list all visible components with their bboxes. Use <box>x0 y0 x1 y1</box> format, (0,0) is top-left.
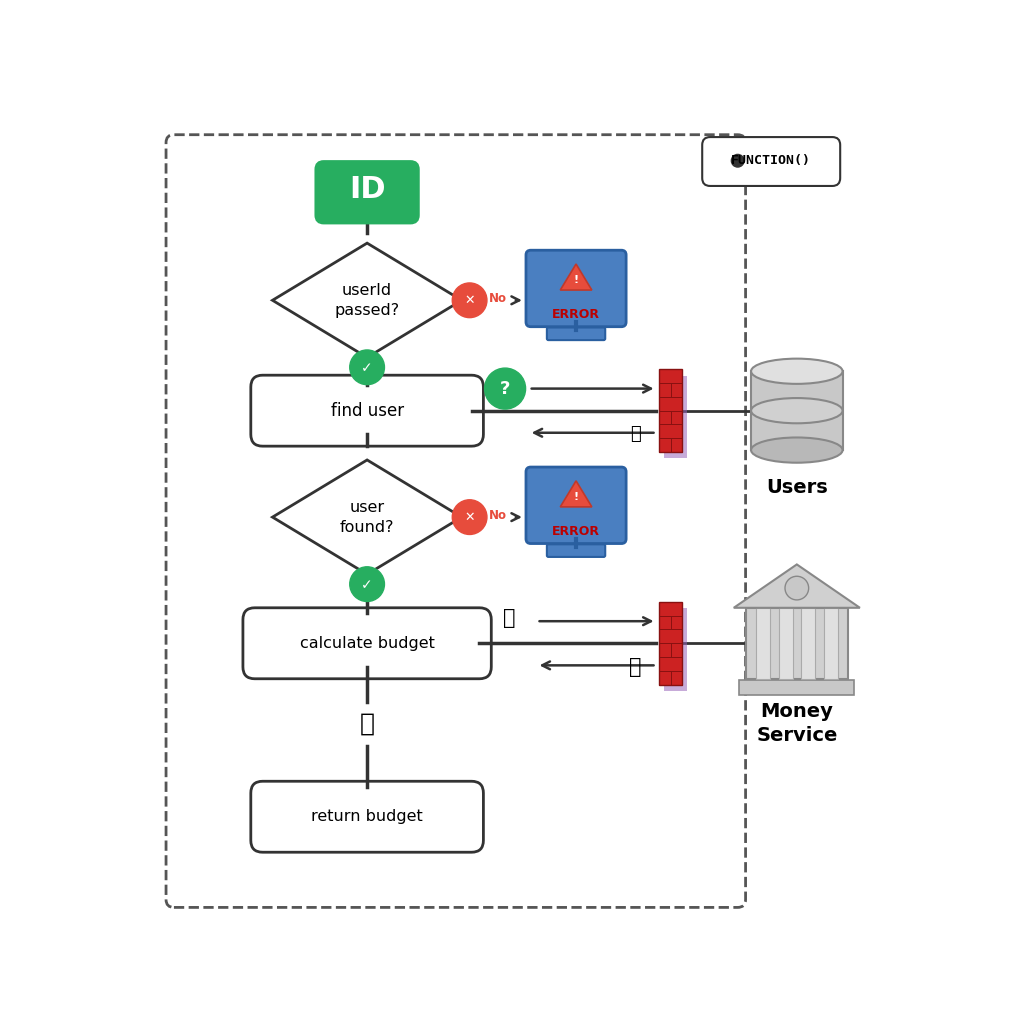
FancyBboxPatch shape <box>251 375 483 446</box>
FancyBboxPatch shape <box>739 680 854 694</box>
Ellipse shape <box>785 577 809 600</box>
FancyBboxPatch shape <box>664 376 687 459</box>
FancyBboxPatch shape <box>745 608 848 679</box>
FancyBboxPatch shape <box>547 328 605 340</box>
FancyBboxPatch shape <box>664 608 687 691</box>
Text: ?: ? <box>500 380 510 397</box>
Text: ✓: ✓ <box>361 578 373 592</box>
FancyBboxPatch shape <box>526 467 626 544</box>
Polygon shape <box>272 243 462 357</box>
Polygon shape <box>560 264 592 290</box>
Text: !: ! <box>573 274 579 285</box>
Circle shape <box>731 155 744 167</box>
FancyBboxPatch shape <box>751 372 843 451</box>
FancyBboxPatch shape <box>658 370 683 452</box>
Polygon shape <box>272 460 462 574</box>
Text: No: No <box>489 292 507 305</box>
Circle shape <box>453 283 487 317</box>
Ellipse shape <box>751 437 843 463</box>
FancyBboxPatch shape <box>547 545 605 557</box>
Text: ERROR: ERROR <box>552 308 600 322</box>
Text: user
found?: user found? <box>340 500 394 535</box>
FancyBboxPatch shape <box>756 608 770 679</box>
FancyBboxPatch shape <box>658 602 683 685</box>
Circle shape <box>484 368 525 410</box>
Text: find user: find user <box>331 401 403 420</box>
FancyBboxPatch shape <box>315 162 419 223</box>
Text: ✕: ✕ <box>464 511 475 523</box>
Text: ERROR: ERROR <box>552 525 600 539</box>
Polygon shape <box>734 564 860 608</box>
Text: No: No <box>489 509 507 522</box>
Text: Users: Users <box>766 477 827 497</box>
FancyBboxPatch shape <box>702 137 840 186</box>
Text: 💵: 💵 <box>629 657 641 677</box>
FancyBboxPatch shape <box>778 608 793 679</box>
FancyBboxPatch shape <box>251 781 483 852</box>
Text: !: ! <box>573 492 579 502</box>
Polygon shape <box>560 481 592 507</box>
Text: 🧮: 🧮 <box>503 608 515 628</box>
FancyBboxPatch shape <box>526 250 626 327</box>
Text: calculate budget: calculate budget <box>300 636 434 651</box>
Text: return budget: return budget <box>311 809 423 824</box>
Text: ✓: ✓ <box>361 361 373 375</box>
FancyBboxPatch shape <box>243 608 492 679</box>
Text: userId
passed?: userId passed? <box>335 283 399 317</box>
Circle shape <box>350 350 384 385</box>
FancyBboxPatch shape <box>823 608 838 679</box>
Text: ID: ID <box>349 175 385 205</box>
Ellipse shape <box>751 358 843 384</box>
Circle shape <box>350 567 384 601</box>
Text: Money
Service: Money Service <box>756 702 838 744</box>
Ellipse shape <box>751 398 843 423</box>
Text: 🪪: 🪪 <box>630 425 641 443</box>
Text: ✕: ✕ <box>464 294 475 307</box>
FancyBboxPatch shape <box>801 608 815 679</box>
Text: FUNCTION(): FUNCTION() <box>731 155 811 167</box>
FancyBboxPatch shape <box>166 135 745 907</box>
Circle shape <box>453 500 487 535</box>
Text: 💰: 💰 <box>359 712 375 735</box>
